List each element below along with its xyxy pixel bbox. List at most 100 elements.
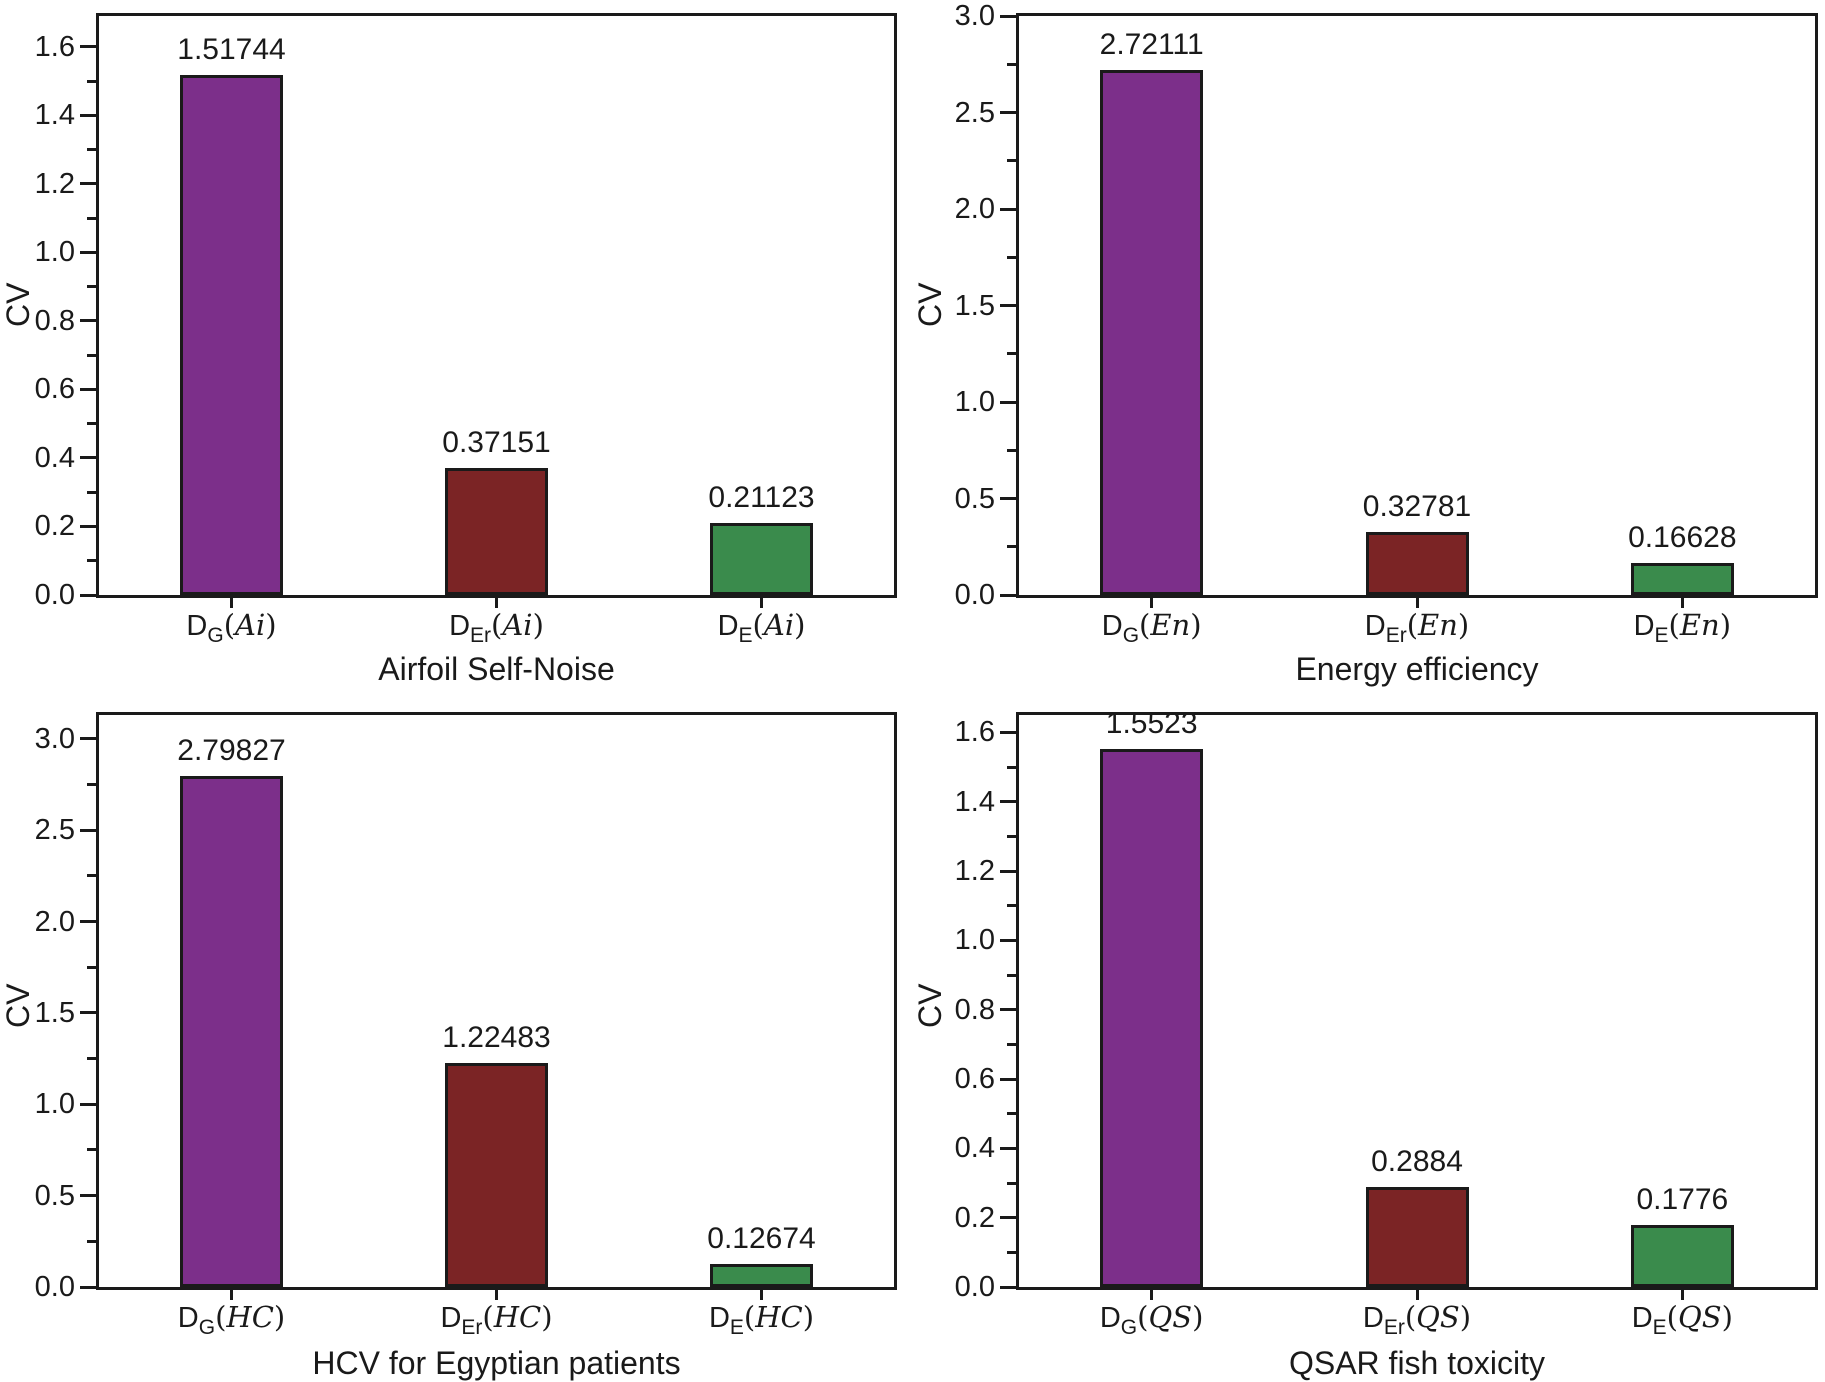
- y-axis-minor-tick: [1007, 1181, 1016, 1185]
- y-axis-tick-label: 0.2: [954, 1201, 995, 1234]
- bar: [445, 1063, 548, 1287]
- chart-energy-efficiency: CV 0.0 0.5 1.0 1.5 2.0 2.5 3.0 2.72111 0.32781 0.…: [912, 0, 1825, 697]
- bar: [710, 522, 813, 595]
- bar: [1100, 69, 1204, 595]
- y-axis-minor-tick: [87, 1148, 96, 1152]
- y-axis-minor-tick: [1007, 973, 1016, 977]
- x-category-labels: DG(HC) DEr(HC) DE(HC): [96, 1298, 897, 1342]
- y-axis-major-tick: [1000, 14, 1016, 18]
- x-axis-title: HCV for Egyptian patients: [312, 1345, 681, 1381]
- y-axis-tick-label: 1.4: [34, 99, 75, 132]
- x-category-label: DE(HC): [709, 1300, 814, 1340]
- y-axis-major-tick: [1000, 730, 1016, 734]
- category-subscript: Er: [1383, 1316, 1405, 1339]
- y-axis-tick-label: 2.5: [34, 814, 75, 847]
- category-dataset-abbrev: (En): [1139, 608, 1202, 642]
- x-category-label: DEr(HC): [440, 1300, 552, 1340]
- y-axis-tick-label: 0.6: [34, 373, 75, 406]
- x-category-label: DG(En): [1102, 608, 1202, 648]
- category-base: D: [1631, 1302, 1653, 1334]
- bar: [1630, 1225, 1734, 1287]
- y-axis-minor-tick: [87, 965, 96, 969]
- x-axis-tick: [760, 595, 763, 608]
- y-axis-tick-label: 1.0: [954, 924, 995, 957]
- x-axis-tick: [1415, 1287, 1419, 1300]
- y-axis-major-tick: [80, 737, 96, 741]
- x-category-label: DG(Ai): [186, 608, 276, 648]
- category-subscript: Er: [461, 1316, 483, 1339]
- category-base: D: [1101, 610, 1123, 642]
- x-category-label: DE(En): [1634, 608, 1731, 648]
- y-axis-major-tick: [1000, 800, 1016, 804]
- x-category-label: DE(Ai): [718, 608, 806, 648]
- category-base: D: [186, 610, 208, 642]
- category-base: D: [1364, 610, 1386, 642]
- category-subscript: G: [198, 1316, 216, 1339]
- category-base: D: [440, 1302, 462, 1334]
- category-dataset-abbrev: (QS): [1666, 1300, 1733, 1334]
- y-axis-tick-label: 3.0: [34, 722, 75, 755]
- y-axis-title: CV: [0, 983, 36, 1028]
- x-axis-tick: [1415, 595, 1419, 608]
- y-axis-major-tick: [80, 1194, 96, 1198]
- y-axis-tick-label: 1.0: [954, 386, 995, 418]
- category-dataset-abbrev: (En): [1406, 608, 1470, 642]
- y-axis-minor-tick: [87, 148, 96, 152]
- x-axis-tick: [1150, 595, 1154, 608]
- y-axis-major-tick: [1000, 1285, 1016, 1289]
- y-axis-tick-label: 0.0: [954, 1271, 995, 1303]
- x-axis-tick: [495, 1287, 498, 1300]
- y-axis-major-tick: [80, 524, 96, 528]
- y-axis-major-tick: [80, 1285, 96, 1289]
- y-axis-minor-tick: [1007, 62, 1016, 66]
- bar: [180, 775, 283, 1287]
- y-axis-tick-label: 0.0: [34, 1271, 75, 1303]
- category-base: D: [1362, 1302, 1384, 1334]
- y-axis-tick-label: 0.4: [954, 1132, 995, 1165]
- bar: [710, 1263, 813, 1287]
- x-axis-title: Energy efficiency: [1295, 651, 1539, 687]
- category-subscript: E: [1652, 1316, 1667, 1339]
- x-axis-tick: [1680, 595, 1684, 608]
- x-category-labels: DG(QS) DEr(QS) DE(QS): [1016, 1298, 1818, 1342]
- chart-airfoil-self-noise: CV 0.0 0.2 0.4 0.6 0.8 1.0 1.2 1.4 1.6 1.51744 0.3…: [0, 0, 912, 697]
- y-axis-tick-label: 0.6: [954, 1063, 995, 1095]
- y-axis-major-tick: [80, 828, 96, 832]
- y-axis-tick-label: 1.0: [34, 1088, 75, 1121]
- y-axis-tick-label: 0.0: [954, 579, 995, 611]
- y-axis-minor-tick: [87, 1239, 96, 1243]
- y-axis-major-tick: [80, 920, 96, 923]
- y-axis-tick-label: 1.2: [954, 855, 995, 887]
- y-axis-title: CV: [912, 983, 948, 1028]
- y-axis-tick-label: 0.8: [34, 304, 75, 337]
- y-axis-major-tick: [1000, 593, 1016, 597]
- y-axis-minor-tick: [1007, 448, 1016, 452]
- category-dataset-abbrev: (HC): [482, 1300, 553, 1334]
- category-base: D: [449, 610, 471, 642]
- category-base: D: [717, 610, 739, 642]
- x-category-labels: DG(Ai) DEr(Ai) DE(Ai): [96, 606, 897, 650]
- y-axis-tick-label: 0.8: [954, 993, 995, 1026]
- y-axis-tick-label: 1.6: [954, 716, 995, 749]
- y-axis-minor-tick: [87, 79, 96, 83]
- y-axis-minor-tick: [87, 422, 96, 426]
- bar-value-label: 0.12674: [707, 1221, 816, 1255]
- x-category-label: DEr(QS): [1363, 1300, 1471, 1340]
- y-axis-minor-tick: [87, 782, 96, 786]
- category-base: D: [1633, 610, 1655, 642]
- y-axis-major-tick: [80, 319, 96, 323]
- bar-value-label: 0.16628: [1628, 520, 1737, 554]
- y-axis-minor-tick: [1007, 765, 1016, 769]
- x-category-label: DEr(Ai): [449, 608, 544, 648]
- y-axis-tick-label: 0.2: [34, 510, 75, 543]
- y-axis-tick-label: 0.5: [954, 482, 995, 515]
- y-axis-major-tick: [1000, 1146, 1016, 1150]
- y-axis-minor-tick: [1007, 904, 1016, 908]
- y-axis-tick-label: 2.5: [954, 96, 995, 129]
- y-axis-tick-label: 3.0: [954, 0, 995, 32]
- y-axis-tick-label: 1.0: [34, 236, 75, 269]
- bar-value-label: 1.22483: [442, 1021, 551, 1055]
- y-axis-tick-label: 2.0: [954, 193, 995, 225]
- bar-value-label: 1.5523: [1105, 706, 1198, 740]
- x-category-label: DG(HC): [178, 1300, 285, 1340]
